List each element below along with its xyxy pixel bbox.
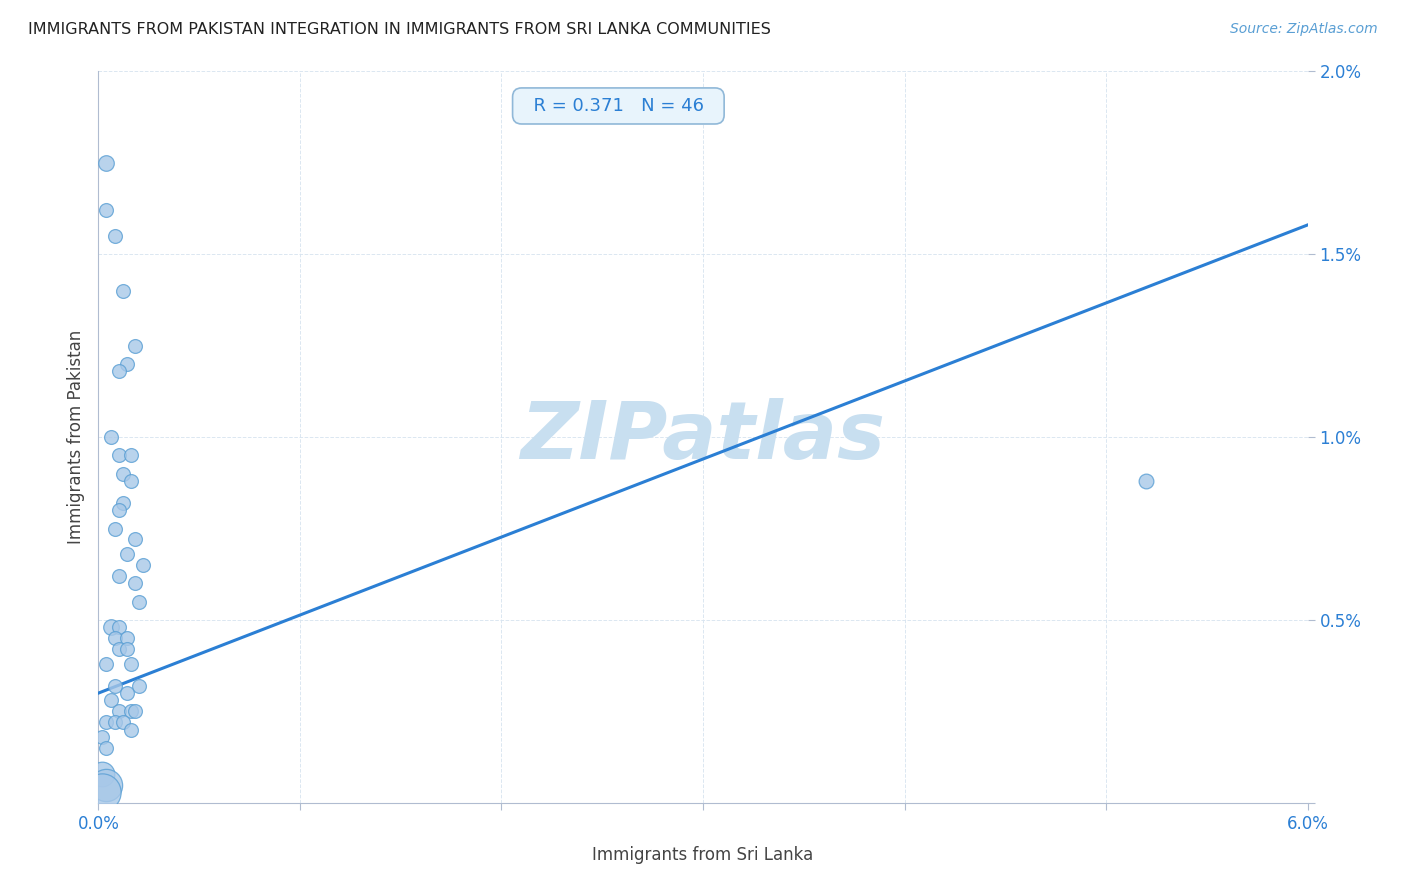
Text: R = 0.371   N = 46: R = 0.371 N = 46	[522, 97, 716, 115]
Point	[132, 558, 155, 573]
Point	[103, 715, 125, 730]
Point	[111, 715, 134, 730]
Point	[128, 679, 150, 693]
Point	[91, 785, 114, 799]
Point	[96, 203, 118, 218]
Point	[115, 547, 138, 561]
Point	[111, 496, 134, 510]
Point	[124, 338, 146, 352]
Point	[91, 730, 114, 744]
Point	[124, 533, 146, 547]
Point	[120, 474, 142, 488]
Point	[96, 778, 118, 792]
Point	[107, 705, 129, 719]
Point	[103, 521, 125, 535]
Point	[107, 569, 129, 583]
X-axis label: Immigrants from Sri Lanka: Immigrants from Sri Lanka	[592, 847, 814, 864]
Point	[96, 740, 118, 755]
Text: ZIPatlas: ZIPatlas	[520, 398, 886, 476]
Point	[100, 693, 122, 707]
Text: Source: ZipAtlas.com: Source: ZipAtlas.com	[1230, 22, 1378, 37]
Point	[107, 449, 129, 463]
Y-axis label: Immigrants from Pakistan: Immigrants from Pakistan	[66, 330, 84, 544]
Point	[96, 715, 118, 730]
Point	[96, 657, 118, 671]
Point	[107, 503, 129, 517]
Point	[100, 620, 122, 634]
Point	[103, 679, 125, 693]
Point	[107, 642, 129, 657]
Point	[120, 705, 142, 719]
Point	[124, 576, 146, 591]
Point	[120, 723, 142, 737]
Point	[115, 686, 138, 700]
Point	[115, 632, 138, 646]
Point	[96, 155, 118, 169]
Point	[120, 657, 142, 671]
Point	[107, 364, 129, 378]
Point	[107, 620, 129, 634]
Point	[111, 284, 134, 298]
Point	[91, 766, 114, 780]
Point	[128, 595, 150, 609]
Point	[103, 632, 125, 646]
Point	[103, 229, 125, 244]
Point	[111, 467, 134, 481]
Text: IMMIGRANTS FROM PAKISTAN INTEGRATION IN IMMIGRANTS FROM SRI LANKA COMMUNITIES: IMMIGRANTS FROM PAKISTAN INTEGRATION IN …	[28, 22, 770, 37]
Point	[115, 642, 138, 657]
Point	[120, 449, 142, 463]
Point	[124, 705, 146, 719]
Point	[115, 357, 138, 371]
Point	[1135, 474, 1157, 488]
Point	[100, 430, 122, 444]
